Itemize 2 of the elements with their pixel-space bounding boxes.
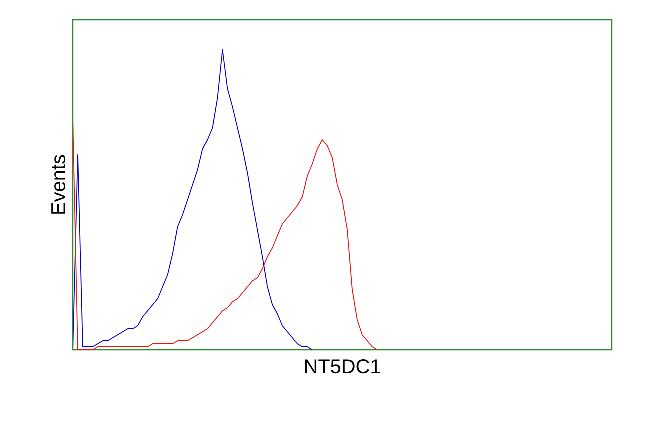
x-axis-title: NT5DC1 [305,360,380,374]
y-axis-title: Events [52,155,66,214]
